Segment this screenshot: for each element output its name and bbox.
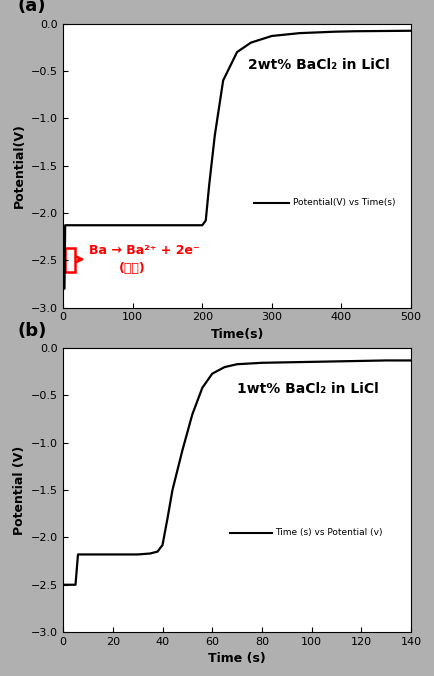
Text: Potential(V) vs Time(s): Potential(V) vs Time(s) <box>292 198 395 207</box>
Text: 2wt% BaCl₂ in LiCl: 2wt% BaCl₂ in LiCl <box>247 57 388 72</box>
X-axis label: Time(s): Time(s) <box>210 328 263 341</box>
X-axis label: Time (s): Time (s) <box>208 652 265 665</box>
Text: (a): (a) <box>18 0 46 15</box>
Text: Ba → Ba²⁺ + 2e⁻: Ba → Ba²⁺ + 2e⁻ <box>89 243 199 257</box>
Text: (b): (b) <box>18 322 47 339</box>
Y-axis label: Potential (V): Potential (V) <box>13 445 26 535</box>
Bar <box>65 248 75 272</box>
Text: 1wt% BaCl₂ in LiCl: 1wt% BaCl₂ in LiCl <box>237 382 378 396</box>
Text: Time (s) vs Potential (v): Time (s) vs Potential (v) <box>275 528 382 537</box>
Text: (예상): (예상) <box>118 262 145 274</box>
Y-axis label: Potential(V): Potential(V) <box>13 123 26 208</box>
